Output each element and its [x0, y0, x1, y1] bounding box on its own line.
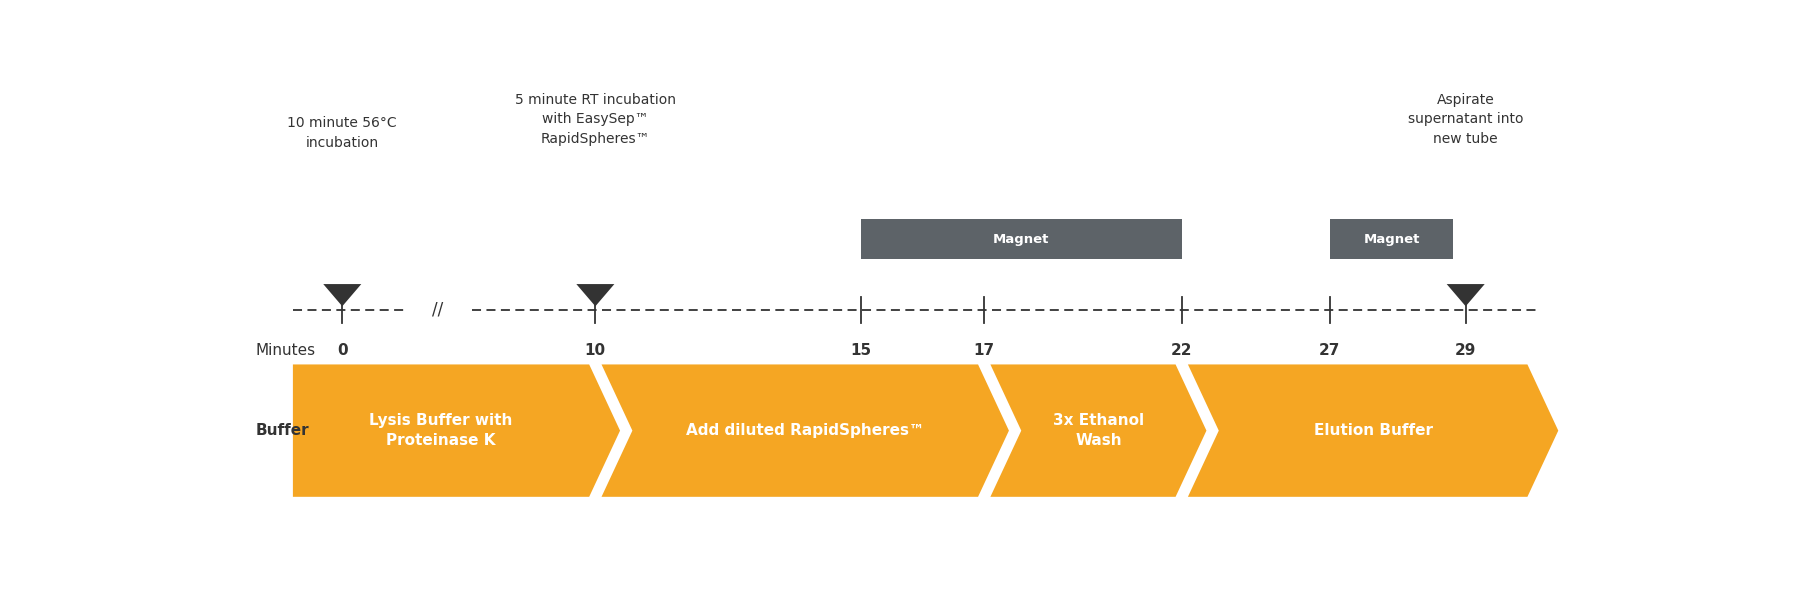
- Polygon shape: [990, 365, 1206, 497]
- Polygon shape: [293, 365, 619, 497]
- Text: Elution Buffer: Elution Buffer: [1314, 423, 1433, 438]
- Text: Minutes: Minutes: [256, 343, 317, 358]
- Text: Buffer: Buffer: [256, 423, 310, 438]
- FancyBboxPatch shape: [1330, 219, 1453, 259]
- Text: 27: 27: [1319, 343, 1341, 358]
- Text: 22: 22: [1172, 343, 1192, 358]
- Text: Magnet: Magnet: [994, 233, 1049, 246]
- Text: //: //: [432, 300, 443, 318]
- Text: 29: 29: [1454, 343, 1476, 358]
- Polygon shape: [601, 365, 1010, 497]
- Polygon shape: [576, 284, 614, 306]
- Polygon shape: [1188, 365, 1559, 497]
- Text: 0: 0: [337, 343, 347, 358]
- Text: Lysis Buffer with
Proteinase K: Lysis Buffer with Proteinase K: [369, 413, 513, 448]
- Text: Magnet: Magnet: [1363, 233, 1420, 246]
- Text: Add diluted RapidSpheres™: Add diluted RapidSpheres™: [686, 423, 925, 438]
- Text: 5 minute RT incubation
with EasySep™
RapidSpheres™: 5 minute RT incubation with EasySep™ Rap…: [515, 93, 675, 146]
- FancyBboxPatch shape: [860, 219, 1183, 259]
- Polygon shape: [1447, 284, 1485, 306]
- Text: 10: 10: [585, 343, 607, 358]
- Text: 3x Ethanol
Wash: 3x Ethanol Wash: [1053, 413, 1145, 448]
- Text: 17: 17: [974, 343, 995, 358]
- Polygon shape: [324, 284, 362, 306]
- Text: Aspirate
supernatant into
new tube: Aspirate supernatant into new tube: [1408, 93, 1523, 146]
- Text: 15: 15: [850, 343, 871, 358]
- Text: 10 minute 56°C
incubation: 10 minute 56°C incubation: [288, 116, 398, 150]
